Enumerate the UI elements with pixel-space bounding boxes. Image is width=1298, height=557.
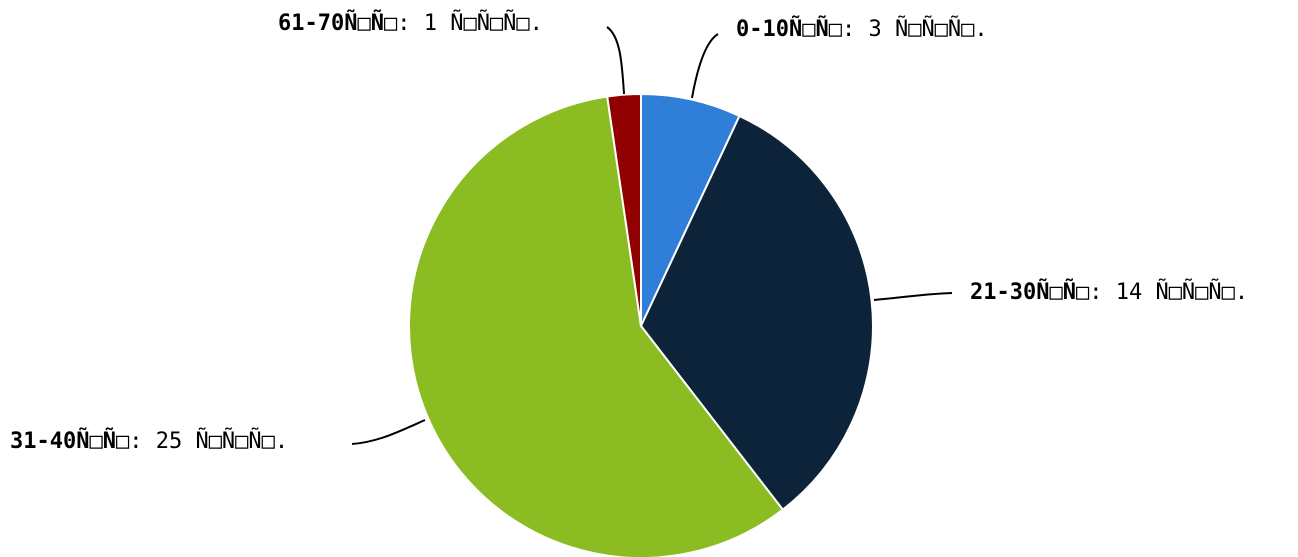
pie-slice-3[interactable] [408, 95, 785, 557]
data-label-connector-1 [691, 33, 719, 99]
data-label-category: 21-30Ñ□Ñ□ [970, 279, 1090, 305]
data-label-value: : 14 Ñ□Ñ□Ñ□. [1089, 278, 1248, 305]
connectors-layer [351, 26, 953, 445]
pie-slice-2[interactable] [639, 114, 874, 512]
data-label-connector-2 [873, 292, 953, 301]
data-label-value: : 3 Ñ□Ñ□Ñ□. [842, 15, 988, 42]
data-label-4: 61-70Ñ□Ñ□: 1 Ñ□Ñ□Ñ□. [278, 9, 543, 36]
data-label-connector-4 [606, 26, 625, 95]
pie-slice-1[interactable] [640, 92, 741, 327]
data-label-value: : 25 Ñ□Ñ□Ñ□. [129, 427, 288, 454]
data-label-value: : 1 Ñ□Ñ□Ñ□. [397, 9, 543, 36]
data-label-category: 31-40Ñ□Ñ□ [10, 428, 130, 454]
slices-layer [408, 92, 874, 557]
data-label-2: 21-30Ñ□Ñ□: 14 Ñ□Ñ□Ñ□. [970, 278, 1248, 305]
data-label-1: 0-10Ñ□Ñ□: 3 Ñ□Ñ□Ñ□. [736, 15, 988, 42]
labels-layer: 0-10Ñ□Ñ□: 3 Ñ□Ñ□Ñ□. 21-30Ñ□Ñ□: 14 Ñ□Ñ□Ñ□.… [10, 9, 1248, 454]
pie-slice-4[interactable] [606, 92, 642, 327]
data-label-3: 31-40Ñ□Ñ□: 25 Ñ□Ñ□Ñ□. [10, 427, 288, 454]
data-label-category: 0-10Ñ□Ñ□ [736, 16, 843, 42]
data-label-category: 61-70Ñ□Ñ□ [278, 10, 398, 36]
data-label-connector-3 [351, 419, 426, 445]
